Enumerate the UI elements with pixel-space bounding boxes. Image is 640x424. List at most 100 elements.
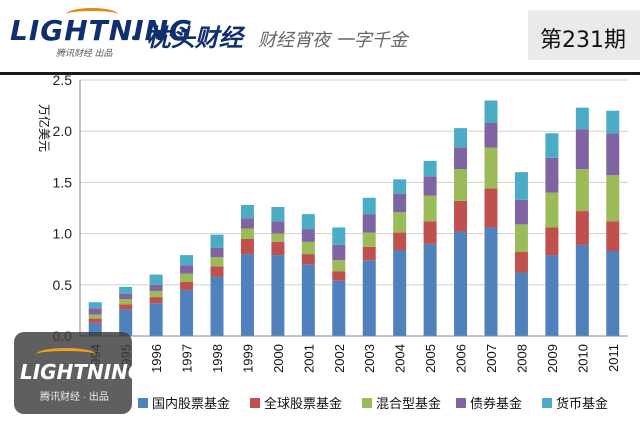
- bar-segment: [240, 228, 254, 239]
- bar-segment: [149, 297, 163, 304]
- bar-segment: [484, 100, 498, 124]
- legend-swatch: [456, 398, 466, 408]
- bar-segment: [606, 110, 620, 134]
- bar-segment: [454, 200, 468, 232]
- bar-segment: [606, 221, 620, 252]
- legend-label: 货币基金: [556, 396, 608, 412]
- bar-segment: [423, 176, 437, 196]
- bar-segment: [301, 214, 315, 230]
- bar-segment: [301, 229, 315, 242]
- bar-segment: [575, 211, 589, 245]
- watermark-logo: LIGHTNING: [20, 360, 145, 384]
- bar-segment: [180, 273, 194, 282]
- x-tick-label: 1997: [180, 344, 195, 373]
- bar-segment: [149, 274, 163, 285]
- bar-segment: [88, 308, 102, 315]
- bar-segment: [575, 169, 589, 212]
- bar-segment: [545, 192, 559, 228]
- x-tick-label: 2010: [575, 344, 590, 373]
- y-tick-labels: 0.00.51.01.52.02.5: [53, 74, 73, 344]
- legend-label: 混合型基金: [376, 396, 441, 412]
- bar-segment: [119, 309, 133, 336]
- bar-segment: [210, 234, 224, 248]
- bar-segment: [240, 204, 254, 219]
- bar-segment: [484, 188, 498, 228]
- watermark-badge: LIGHTNING 腾讯财经 · 出品: [14, 332, 144, 414]
- bar-segment: [332, 227, 346, 245]
- x-tick-label: 1998: [210, 344, 225, 373]
- bars: [88, 100, 620, 336]
- bar-segment: [180, 265, 194, 274]
- bar-segment: [119, 294, 133, 300]
- bar-segment: [393, 193, 407, 213]
- bar-segment: [514, 252, 528, 273]
- bar-segment: [119, 299, 133, 305]
- y-axis-label: 万亿美元: [37, 104, 52, 152]
- bar-segment: [180, 289, 194, 336]
- bar-segment: [271, 233, 285, 242]
- bar-segment: [545, 133, 559, 158]
- slogan: 财经宵夜 一字千金: [258, 30, 408, 51]
- bar-segment: [423, 243, 437, 336]
- bar-segment: [454, 231, 468, 336]
- logo-swoosh-icon: [66, 8, 118, 21]
- bar-segment: [575, 107, 589, 130]
- bar-segment: [545, 157, 559, 193]
- bar-segment: [606, 175, 620, 222]
- bar-segment: [514, 172, 528, 200]
- brand-name: · 枕头财经: [130, 23, 243, 52]
- bar-segment: [393, 179, 407, 194]
- bar-segment: [362, 214, 376, 233]
- x-tick-label: 2002: [332, 344, 347, 373]
- bar-segment: [271, 221, 285, 234]
- bar-segment: [332, 280, 346, 336]
- bar-segment: [484, 123, 498, 148]
- bar-segment: [484, 147, 498, 189]
- bar-segment: [271, 241, 285, 256]
- issue-box: [528, 10, 640, 60]
- y-tick-label: 1.0: [53, 226, 73, 242]
- x-tick-label: 2007: [484, 344, 499, 373]
- bar-segment: [149, 284, 163, 291]
- bar-segment: [454, 169, 468, 201]
- x-tick-label: 2009: [545, 344, 560, 373]
- bar-segment: [545, 227, 559, 256]
- legend-swatch: [138, 398, 148, 408]
- bar-segment: [362, 260, 376, 336]
- logo-subtitle: 腾讯财经 出品: [56, 48, 113, 58]
- x-tick-label: 2000: [271, 344, 286, 373]
- bar-segment: [119, 304, 133, 310]
- x-tick-label: 1999: [240, 344, 255, 373]
- x-tick-label: 2006: [454, 344, 469, 373]
- bar-segment: [362, 232, 376, 247]
- bar-segment: [393, 232, 407, 250]
- legend-swatch: [362, 398, 372, 408]
- bar-segment: [210, 276, 224, 336]
- bar-segment: [180, 255, 194, 266]
- bar-segment: [332, 260, 346, 272]
- stacked-bar-chart: 0.00.51.01.52.02.5 万亿美元 1994199519961997…: [37, 74, 628, 412]
- bar-segment: [514, 224, 528, 253]
- y-tick-label: 2.5: [53, 74, 73, 88]
- bar-segment: [332, 244, 346, 261]
- legend-swatch: [250, 398, 260, 408]
- bar-segment: [240, 238, 254, 255]
- bar-segment: [393, 212, 407, 233]
- watermark-subtitle: 腾讯财经 · 出品: [40, 392, 109, 403]
- bar-segment: [301, 254, 315, 265]
- bar-segment: [575, 244, 589, 336]
- x-tick-label: 1996: [149, 344, 164, 373]
- bar-segment: [271, 255, 285, 336]
- bar-segment: [271, 206, 285, 222]
- bar-segment: [484, 227, 498, 336]
- bar-segment: [301, 241, 315, 255]
- bar-segment: [210, 266, 224, 277]
- y-tick-label: 2.0: [53, 123, 73, 139]
- y-tick-label: 0.5: [53, 277, 73, 293]
- legend: 国内股票基金 全球股票基金 混合型基金 债券基金 货币基金: [138, 396, 608, 412]
- x-tick-label: 2004: [393, 344, 408, 373]
- x-tick-label: 2008: [514, 344, 529, 373]
- bar-segment: [423, 195, 437, 222]
- bar-segment: [606, 251, 620, 336]
- bar-segment: [362, 197, 376, 215]
